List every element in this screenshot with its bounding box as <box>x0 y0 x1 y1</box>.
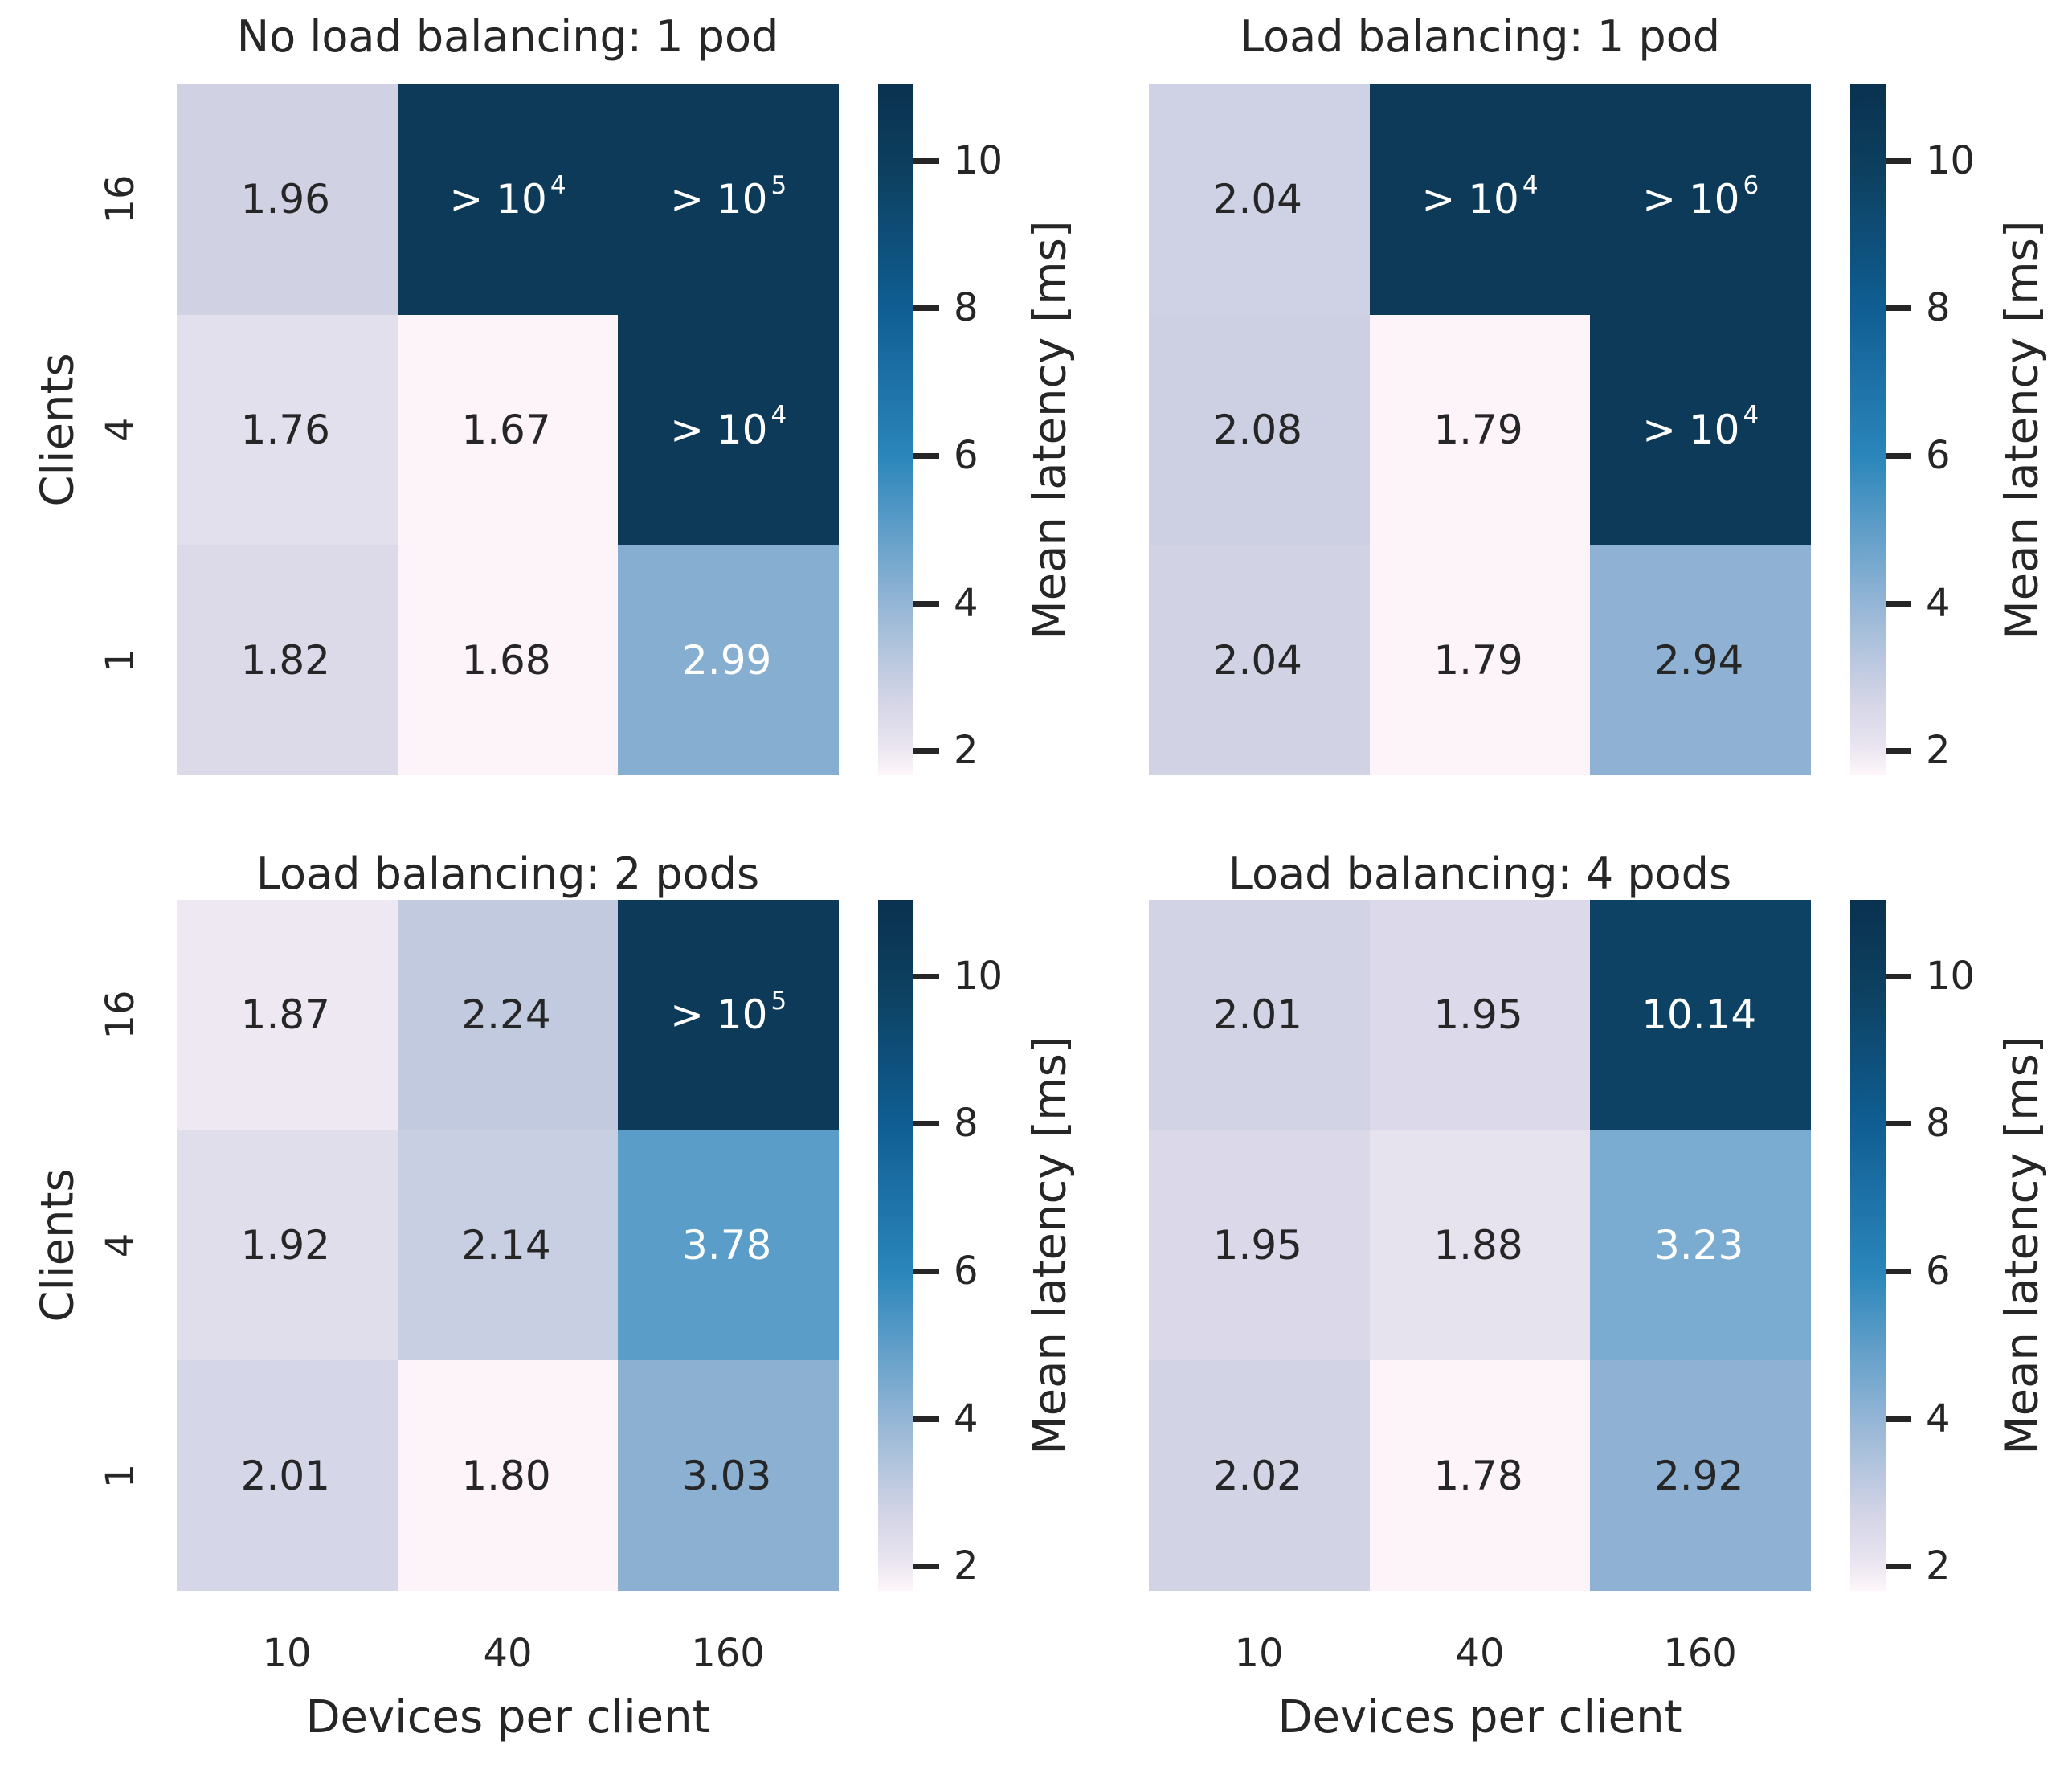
heatmap-grid: 2.04 > 10 4 > 10 6 2.08 1.79 > 10 4 2.04 1.… <box>1149 84 1811 775</box>
cell-16-160: 10.14 <box>1590 900 1811 1130</box>
colorbar-gradient <box>1850 900 1886 1591</box>
colorbar-lb-4-pods: 10 8 6 4 2 <box>1850 900 1975 1591</box>
cell-1-160: 2.99 <box>618 545 839 775</box>
tick-mark <box>1886 452 1911 459</box>
cell-4-160: 3.78 <box>618 1130 839 1361</box>
subplot-title-lb-1-pod: Load balancing: 1 pod <box>1239 11 1721 62</box>
x-axis-label-devices-per-client: Devices per client <box>305 1691 710 1743</box>
colorbar-lb-2-pods: 10 8 6 4 2 <box>878 900 1003 1591</box>
tick-mark <box>1886 157 1911 164</box>
subplot-title-no-lb-1-pod: No load balancing: 1 pod <box>236 11 779 62</box>
tick-mark <box>1886 1563 1911 1569</box>
tick-mark <box>913 1268 939 1274</box>
tick-mark <box>1886 1416 1911 1422</box>
cell-4-10: 2.08 <box>1149 314 1370 546</box>
cell-1-160: 3.03 <box>618 1360 839 1591</box>
tick-mark <box>913 157 939 164</box>
heatmap-lb-2-pods: 1.87 2.24 > 10 5 1.92 2.14 3.78 2.01 1.80… <box>177 900 839 1591</box>
ytick-16: 16 <box>98 174 143 224</box>
tick-mark <box>913 305 939 311</box>
cell-16-40: 1.95 <box>1369 900 1591 1130</box>
colorbar-label-mean-latency: Mean latency [ms] <box>1996 220 2049 640</box>
cell-1-160: 2.92 <box>1590 1360 1811 1591</box>
cell-16-160: > 10 5 <box>618 900 839 1130</box>
xtick-160: 160 <box>1663 1631 1737 1676</box>
cell-1-40: 1.78 <box>1369 1360 1591 1591</box>
x-axis-label-devices-per-client: Devices per client <box>1277 1691 1682 1743</box>
colorbar-label-mean-latency: Mean latency [ms] <box>1024 1036 1077 1455</box>
cell-4-40: 2.14 <box>397 1130 619 1361</box>
cell-16-160: > 10 5 <box>618 84 839 315</box>
heatmap-grid: 1.96 > 10 4 > 10 5 1.76 1.67 > 10 4 1.82 1.… <box>177 84 839 775</box>
cell-4-160: > 10 4 <box>1590 314 1811 546</box>
ytick-4: 4 <box>98 417 143 443</box>
tick-mark <box>913 452 939 459</box>
heatmap-grid: 2.01 1.95 10.14 1.95 1.88 3.23 2.02 1.78… <box>1149 900 1811 1591</box>
ytick-4: 4 <box>98 1232 143 1258</box>
cell-16-10: 1.87 <box>177 900 398 1130</box>
colorbar-no-lb-1-pod: 10 8 6 4 2 <box>878 84 1003 775</box>
tick-mark <box>913 1563 939 1569</box>
tick-mark <box>1886 973 1911 979</box>
cell-16-10: 2.01 <box>1149 900 1370 1130</box>
y-axis-label-clients: Clients <box>31 353 84 507</box>
cell-4-160: 3.23 <box>1590 1130 1811 1361</box>
colorbar-label-mean-latency: Mean latency [ms] <box>1996 1036 2049 1455</box>
colorbar-gradient <box>878 900 913 1591</box>
cell-16-40: > 10 4 <box>1369 84 1591 315</box>
tick-mark <box>1886 747 1911 754</box>
cell-16-10: 2.04 <box>1149 84 1370 315</box>
heatmap-lb-1-pod: 2.04 > 10 4 > 10 6 2.08 1.79 > 10 4 2.04 1.… <box>1149 84 1811 775</box>
cell-4-40: 1.88 <box>1369 1130 1591 1361</box>
cell-4-160: > 10 4 <box>618 314 839 546</box>
cell-16-10: 1.96 <box>177 84 398 315</box>
tick-mark <box>1886 1120 1911 1126</box>
cell-1-40: 1.68 <box>397 545 619 775</box>
cell-16-40: > 10 4 <box>397 84 619 315</box>
cell-1-10: 2.02 <box>1149 1360 1370 1591</box>
cell-4-10: 1.76 <box>177 314 398 546</box>
cell-1-10: 1.82 <box>177 545 398 775</box>
heatmap-no-lb-1-pod: 1.96 > 10 4 > 10 5 1.76 1.67 > 10 4 1.82 1.… <box>177 84 839 775</box>
tick-mark <box>1886 305 1911 311</box>
xtick-160: 160 <box>691 1631 765 1676</box>
cell-1-160: 2.94 <box>1590 545 1811 775</box>
xtick-10: 10 <box>262 1631 312 1676</box>
ytick-1: 1 <box>98 1463 143 1489</box>
colorbar-label-mean-latency: Mean latency [ms] <box>1024 220 1077 640</box>
xtick-40: 40 <box>1455 1631 1505 1676</box>
tick-mark <box>913 1120 939 1126</box>
colorbar-gradient <box>878 84 913 775</box>
xtick-40: 40 <box>483 1631 533 1676</box>
xtick-10: 10 <box>1234 1631 1284 1676</box>
subplot-title-lb-4-pods: Load balancing: 4 pods <box>1228 848 1732 899</box>
tick-mark <box>1886 600 1911 607</box>
cell-1-10: 2.01 <box>177 1360 398 1591</box>
ytick-1: 1 <box>98 648 143 673</box>
tick-mark <box>913 747 939 754</box>
tick-mark <box>913 600 939 607</box>
ytick-16: 16 <box>98 990 143 1040</box>
cell-4-40: 1.67 <box>397 314 619 546</box>
tick-mark <box>1886 1268 1911 1274</box>
tick-mark <box>913 1416 939 1422</box>
y-axis-label-clients: Clients <box>31 1168 84 1322</box>
cell-4-10: 1.95 <box>1149 1130 1370 1361</box>
tick-mark <box>913 973 939 979</box>
cell-16-40: 2.24 <box>397 900 619 1130</box>
cell-1-40: 1.80 <box>397 1360 619 1591</box>
cell-1-10: 2.04 <box>1149 545 1370 775</box>
cell-1-40: 1.79 <box>1369 545 1591 775</box>
subplot-title-lb-2-pods: Load balancing: 2 pods <box>255 848 760 899</box>
colorbar-lb-1-pod: 10 8 6 4 2 <box>1850 84 1975 775</box>
heatmap-grid: 1.87 2.24 > 10 5 1.92 2.14 3.78 2.01 1.80… <box>177 900 839 1591</box>
cell-4-40: 1.79 <box>1369 314 1591 546</box>
cell-4-10: 1.92 <box>177 1130 398 1361</box>
cell-16-160: > 10 6 <box>1590 84 1811 315</box>
colorbar-gradient <box>1850 84 1886 775</box>
heatmap-lb-4-pods: 2.01 1.95 10.14 1.95 1.88 3.23 2.02 1.78… <box>1149 900 1811 1591</box>
